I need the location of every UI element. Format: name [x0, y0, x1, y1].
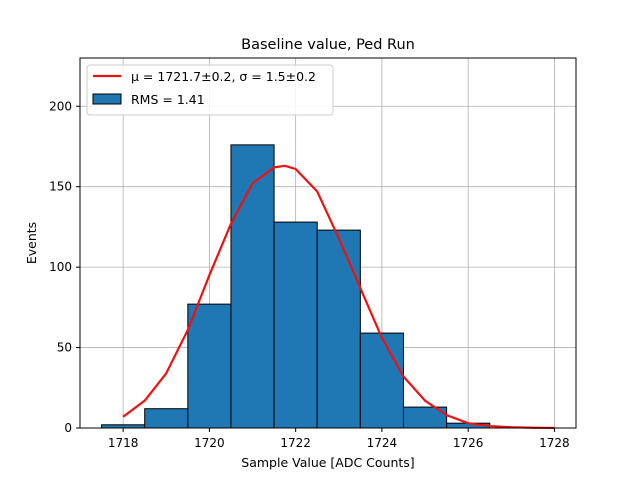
- y-tick-label-4: 200: [49, 99, 72, 113]
- chart-title: Baseline value, Ped Run: [241, 37, 415, 53]
- x-axis-label: Sample Value [ADC Counts]: [241, 455, 414, 470]
- y-axis-ticks: 0 50 100 150 200: [49, 99, 80, 435]
- x-tick-label-3: 1724: [367, 436, 398, 450]
- histogram-bar-2: [187, 303, 232, 429]
- histogram-bar-6: [359, 332, 404, 429]
- x-tick-label-0: 1718: [108, 436, 139, 450]
- y-tick-label-3: 150: [49, 180, 72, 194]
- legend-histogram-label: RMS = 1.41: [131, 92, 205, 107]
- histogram-bar-4: [273, 221, 318, 429]
- y-tick-label-2: 100: [49, 260, 72, 274]
- fit-curve-group: [122, 164, 555, 430]
- histogram-bar-1: [144, 408, 189, 429]
- y-tick-label-0: 0: [64, 421, 72, 435]
- fit-curve: [122, 164, 555, 430]
- legend-box: [86, 64, 334, 116]
- histogram-bars: [101, 144, 491, 429]
- legend: μ = 1721.7±0.2, σ = 1.5±0.2 RMS = 1.41: [86, 64, 334, 116]
- histogram-bar-5: [316, 229, 361, 429]
- histogram-bar-3: [230, 144, 275, 429]
- x-tick-label-2: 1722: [280, 436, 311, 450]
- x-tick-label-5: 1728: [539, 436, 570, 450]
- x-tick-label-1: 1720: [194, 436, 225, 450]
- legend-histogram-swatch: [92, 93, 122, 105]
- legend-fit-label: μ = 1721.7±0.2, σ = 1.5±0.2: [131, 69, 316, 84]
- x-axis-ticks: 1718 1720 1722 1724 1726 1728: [108, 428, 570, 450]
- y-tick-label-1: 50: [57, 341, 72, 355]
- y-axis-label: Events: [24, 222, 39, 264]
- plot-frame: [79, 57, 577, 429]
- x-tick-label-4: 1726: [453, 436, 484, 450]
